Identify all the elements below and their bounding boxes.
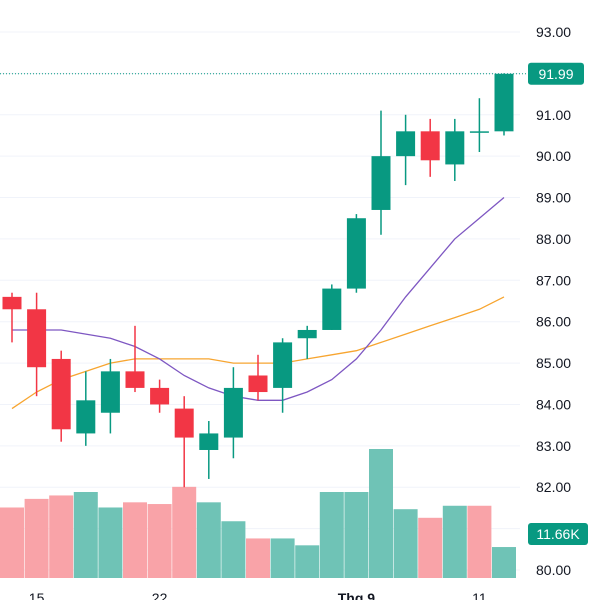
volume-bar bbox=[319, 492, 344, 578]
candle-down bbox=[51, 350, 71, 442]
volume-badge-text: 11.66K bbox=[536, 526, 580, 542]
candle-body bbox=[51, 358, 71, 430]
y-tick-label: 87.00 bbox=[536, 272, 571, 288]
y-tick-label: 80.00 bbox=[536, 562, 571, 578]
volume-bars bbox=[0, 449, 516, 578]
candle-body bbox=[174, 408, 194, 438]
y-tick-label: 90.00 bbox=[536, 148, 571, 164]
candle-down bbox=[248, 354, 268, 401]
volume-bar bbox=[393, 509, 418, 578]
candle-body bbox=[273, 342, 293, 388]
candle-down bbox=[174, 396, 194, 488]
volume-bar bbox=[0, 507, 24, 578]
x-tick-label: Thg 9 bbox=[338, 590, 376, 600]
volume-bar bbox=[492, 547, 516, 578]
volume-badge: 11.66K bbox=[528, 523, 588, 545]
volume-bar bbox=[442, 505, 467, 578]
candle-down bbox=[27, 292, 47, 397]
candle-body bbox=[494, 73, 514, 132]
volume-bar bbox=[98, 507, 123, 578]
y-tick-label: 82.00 bbox=[536, 479, 571, 495]
candle-body bbox=[223, 387, 243, 438]
volume-bar bbox=[270, 538, 295, 578]
candle-body bbox=[297, 329, 317, 339]
candle-body bbox=[469, 131, 489, 133]
candle-up bbox=[100, 358, 120, 434]
price-badges: 91.99 11.66K bbox=[528, 62, 588, 545]
candle-up bbox=[199, 421, 219, 479]
candle-body bbox=[76, 400, 96, 434]
candle-up bbox=[371, 110, 391, 235]
candle-body bbox=[420, 131, 440, 161]
x-tick-label: 11 bbox=[472, 590, 487, 600]
candle-up bbox=[469, 98, 489, 153]
candle-body bbox=[100, 371, 120, 413]
volume-bar bbox=[467, 505, 492, 578]
y-tick-label: 93.00 bbox=[536, 24, 571, 40]
volume-bar bbox=[123, 502, 147, 578]
y-tick-label: 86.00 bbox=[536, 314, 571, 330]
volume-bar bbox=[196, 502, 221, 578]
candle-up bbox=[76, 371, 96, 446]
x-tick-label: 22 bbox=[152, 590, 168, 600]
candle-down bbox=[420, 118, 440, 177]
candle-down bbox=[150, 379, 170, 413]
volume-bar bbox=[418, 517, 443, 578]
volume-bar bbox=[147, 504, 172, 578]
y-tick-label: 85.00 bbox=[536, 355, 571, 371]
candle-up bbox=[297, 325, 317, 359]
y-tick-label: 91.00 bbox=[536, 107, 571, 123]
candle-body bbox=[150, 387, 170, 405]
candle-down bbox=[125, 325, 145, 393]
candle-body bbox=[125, 371, 145, 388]
candle-body bbox=[371, 156, 391, 210]
last-price-badge-text: 91.99 bbox=[538, 66, 573, 82]
candle-up bbox=[273, 338, 293, 413]
volume-bar bbox=[49, 495, 74, 578]
y-tick-label: 88.00 bbox=[536, 231, 571, 247]
y-tick-label: 83.00 bbox=[536, 438, 571, 454]
volume-bar bbox=[295, 545, 320, 578]
volume-bar bbox=[24, 498, 49, 578]
volume-badge-bg bbox=[528, 523, 588, 545]
candle-down bbox=[2, 292, 22, 343]
candle-body bbox=[346, 218, 366, 289]
volume-bar bbox=[172, 486, 197, 578]
x-tick-label: 15 bbox=[29, 590, 45, 600]
candle-up bbox=[223, 367, 243, 459]
last-price-badge-bg bbox=[528, 62, 584, 85]
candle-body bbox=[396, 131, 416, 157]
y-tick-label: 89.00 bbox=[536, 190, 571, 206]
candle-body bbox=[322, 288, 342, 330]
volume-bar bbox=[73, 492, 98, 578]
last-price-badge: 91.99 bbox=[528, 62, 584, 85]
candle-up bbox=[346, 214, 366, 293]
volume-bar bbox=[246, 538, 270, 578]
candle-body bbox=[445, 131, 465, 165]
candle-body bbox=[2, 296, 22, 310]
volume-bar bbox=[344, 492, 369, 578]
volume-bar bbox=[221, 521, 246, 578]
candle-up bbox=[445, 118, 465, 181]
candle-up bbox=[322, 284, 342, 330]
x-axis[interactable]: 15 22 Thg 9 11 bbox=[29, 590, 487, 600]
candle-up bbox=[396, 114, 416, 186]
y-tick-label: 84.00 bbox=[536, 396, 571, 412]
y-axis[interactable]: 80.00 82.00 83.00 84.00 85.00 86.00 87.00 88.00… bbox=[536, 24, 571, 578]
volume-bar bbox=[369, 449, 393, 578]
candle-up bbox=[494, 73, 514, 136]
candle-body bbox=[248, 375, 268, 393]
candle-body bbox=[199, 433, 219, 450]
grid bbox=[0, 31, 520, 571]
candles bbox=[2, 73, 514, 488]
candle-body bbox=[27, 309, 47, 368]
